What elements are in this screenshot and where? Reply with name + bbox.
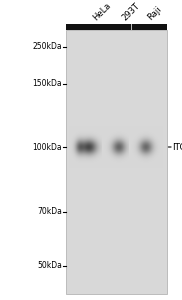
- Text: Raji: Raji: [146, 5, 163, 22]
- Text: 100kDa: 100kDa: [32, 142, 62, 152]
- Bar: [131, 24, 132, 30]
- Text: HeLa: HeLa: [91, 1, 112, 22]
- Text: 50kDa: 50kDa: [37, 261, 62, 270]
- Bar: [66, 24, 167, 30]
- Text: 293T: 293T: [120, 2, 141, 22]
- Text: 150kDa: 150kDa: [32, 80, 62, 88]
- Text: 250kDa: 250kDa: [32, 42, 62, 51]
- Text: 70kDa: 70kDa: [37, 207, 62, 216]
- Bar: [105, 24, 106, 30]
- Text: ITCH: ITCH: [172, 142, 182, 152]
- Bar: [66, 30, 167, 294]
